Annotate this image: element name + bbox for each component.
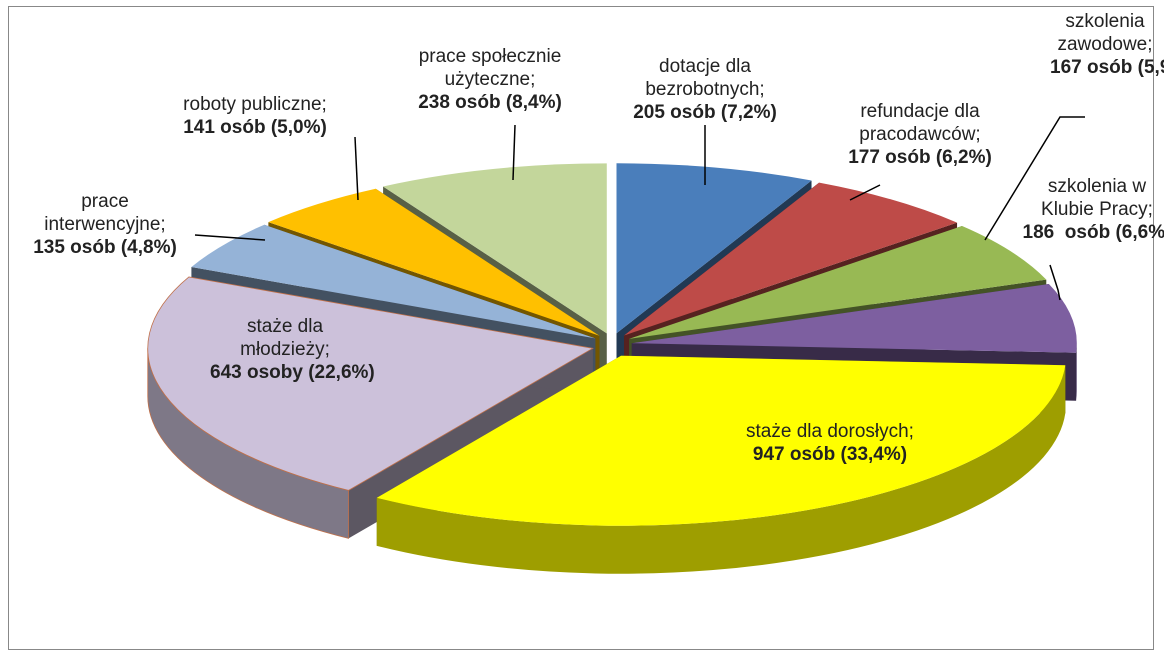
slice-label: szkolenia zawodowe;167 osób (5,9%) [1050, 10, 1164, 79]
pie-slice [624, 182, 958, 336]
value-label: 238 osób (8,4%) [418, 92, 562, 113]
pie-slice [191, 224, 596, 339]
slice-label: prace interwencyjne; 135 osób (4,8%) [20, 190, 190, 259]
category-label: roboty publiczne; [183, 94, 327, 115]
value-label: 177 osób (6,2%) [848, 147, 992, 168]
leader-line [194, 234, 266, 241]
category-label: szkolenia zawodowe; [1057, 11, 1153, 55]
slice-label: prace społecznie użyteczne; 238 osób (8,4… [390, 45, 590, 114]
slice-label: staże dla dorosłych; 947 osób (33,4%) [680, 420, 980, 466]
leader-line [1049, 264, 1061, 301]
pie-slice [268, 188, 600, 336]
value-label: 135 osób (4,8%) [33, 237, 177, 258]
pie-slice [629, 226, 1047, 339]
slice-label: refundacje dla pracodawców; 177 osób (6,2… [845, 100, 995, 169]
pie-slice [631, 283, 1077, 353]
slice-label: szkolenia w Klubie Pracy; 186 osób (6,6%) [1022, 175, 1164, 244]
leader-line [354, 136, 359, 201]
pie-slice [376, 355, 1066, 526]
leader-line [984, 116, 1085, 241]
category-label: staże dla młodzieży; [240, 316, 330, 360]
category-label: staże dla dorosłych; [746, 421, 914, 442]
value-label: 643 osoby (22,6%) [210, 362, 375, 383]
category-label: dotacje dla bezrobotnych; [645, 56, 765, 100]
value-label: 141 osób (5,0%) [183, 117, 327, 138]
pie-slice [147, 276, 594, 491]
slice-side [376, 365, 1066, 574]
slice-label: staże dla młodzieży; 643 osoby (22,6%) [210, 315, 375, 384]
slice-side [1076, 343, 1077, 401]
leader-line [849, 184, 881, 201]
chart-frame [8, 6, 1154, 650]
pie-slice [383, 163, 607, 334]
pie-slice [616, 163, 812, 334]
category-label: szkolenia w Klubie Pracy; [1041, 176, 1153, 220]
value-label: 167 osób (5,9%) [1050, 57, 1164, 78]
value-label: 947 osób (33,4%) [752, 444, 908, 465]
value-label: 186 osób (6,6%) [1022, 222, 1164, 243]
category-label: prace społecznie użyteczne; [418, 46, 562, 90]
category-label: refundacje dla pracodawców; [859, 101, 981, 145]
leader-line [512, 124, 516, 181]
slice-label: dotacje dla bezrobotnych; 205 osób (7,2%) [610, 55, 800, 124]
value-label: 205 osób (7,2%) [633, 102, 777, 123]
slice-label: roboty publiczne; 141 osób (5,0%) [135, 93, 375, 139]
slice-group [376, 355, 1066, 574]
category-label: prace interwencyjne; [44, 191, 166, 235]
